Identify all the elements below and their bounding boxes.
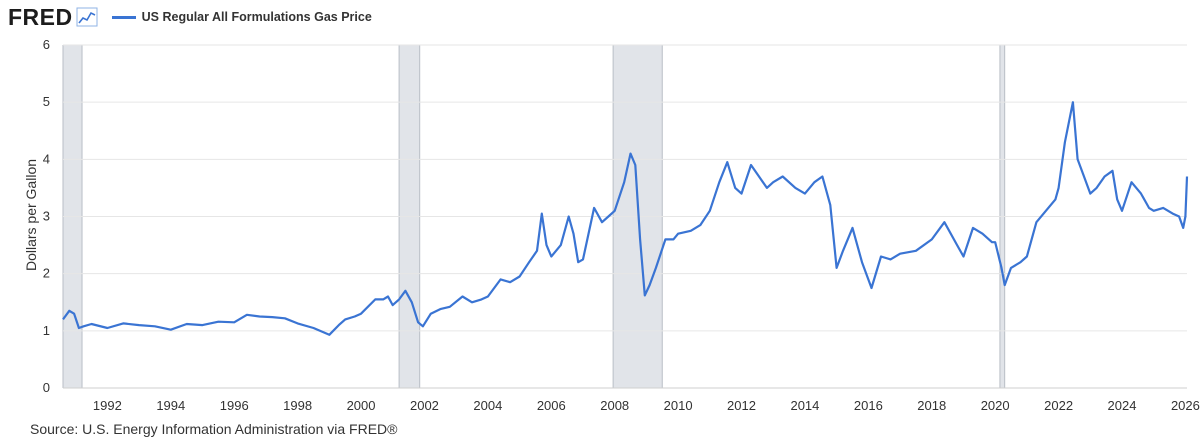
x-tick-label-2002: 2002: [410, 398, 439, 413]
x-tick-label-2020: 2020: [981, 398, 1010, 413]
x-tick-label-1996: 1996: [220, 398, 249, 413]
x-tick-label-2018: 2018: [917, 398, 946, 413]
source-note: Source: U.S. Energy Information Administ…: [30, 421, 398, 437]
series-line-0: [62, 101, 1189, 336]
x-tick-label-1998: 1998: [283, 398, 312, 413]
y-axis-label: Dollars per Gallon: [23, 159, 39, 271]
x-tick-label-2012: 2012: [727, 398, 756, 413]
y-tick-label-0: 0: [43, 380, 50, 395]
series-lines: [62, 101, 1189, 336]
x-tick-label-2010: 2010: [664, 398, 693, 413]
x-tick-label-2024: 2024: [1108, 398, 1137, 413]
gridlines: [63, 44, 1187, 332]
y-tick-label-5: 5: [43, 94, 50, 109]
y-tick-label-4: 4: [43, 151, 50, 166]
x-tick-label-2016: 2016: [854, 398, 883, 413]
y-tick-label-2: 2: [43, 266, 50, 281]
line-chart-icon: [76, 7, 98, 27]
y-tick-label-6: 6: [43, 37, 50, 52]
y-tick-label-3: 3: [43, 209, 50, 224]
y-tick-label-1: 1: [43, 323, 50, 338]
x-tick-label-2022: 2022: [1044, 398, 1073, 413]
legend-series-label[interactable]: US Regular All Formulations Gas Price: [141, 10, 372, 24]
x-tick-label-1992: 1992: [93, 398, 122, 413]
x-tick-label-2014: 2014: [790, 398, 819, 413]
fred-logo[interactable]: FRED: [8, 3, 73, 30]
x-tick-label-2008: 2008: [600, 398, 629, 413]
legend-swatch: [111, 15, 136, 19]
axes: 0 1 2 3 4 5 6 1992 1994 1996 1998 2000 2002 2004 2006 2…: [43, 37, 1200, 413]
x-tick-label-2000: 2000: [347, 398, 376, 413]
x-tick-label-2004: 2004: [473, 398, 502, 413]
x-tick-label-2006: 2006: [537, 398, 566, 413]
x-tick-label-2026: 2026: [1171, 398, 1200, 413]
x-tick-label-1994: 1994: [156, 398, 185, 413]
chart-header: FRED US Regular All Formulations Gas Pri…: [8, 4, 372, 30]
